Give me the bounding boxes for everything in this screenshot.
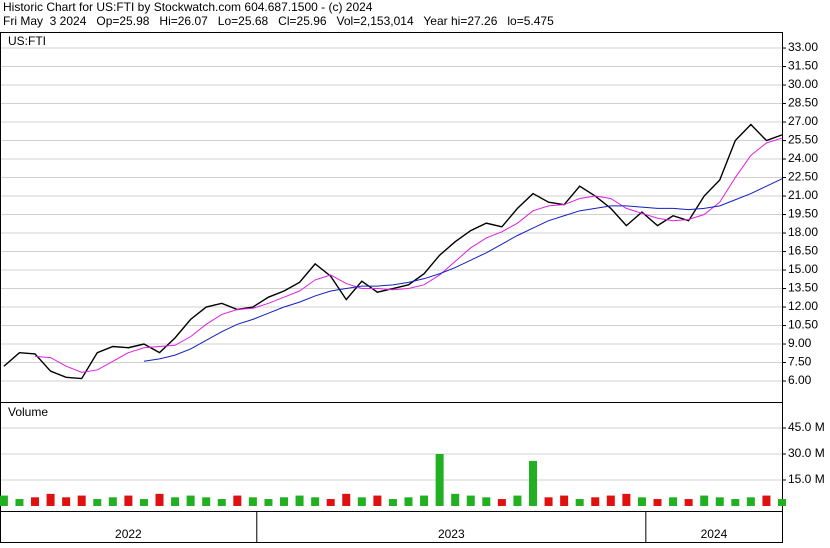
volume-bar (233, 495, 242, 506)
volume-bar (93, 499, 102, 506)
volume-bar (280, 497, 289, 506)
price-line (143, 178, 783, 362)
volume-bar (575, 499, 584, 506)
volume-bar (606, 495, 615, 506)
volume-label: Volume (8, 405, 48, 419)
y-tick-label: 9.00 (788, 336, 812, 350)
volume-bar (77, 495, 86, 506)
volume-bar (217, 499, 226, 506)
x-tick-label: 2022 (115, 527, 142, 541)
volume-bar (108, 497, 117, 506)
y-tick-label: 12.00 (788, 299, 818, 313)
volume-bar (560, 495, 569, 506)
volume-bar (653, 499, 662, 506)
volume-bar (731, 499, 740, 506)
chart-subtitle: Fri May 3 2024 Op=25.98 Hi=26.07 Lo=25.6… (3, 14, 554, 28)
volume-bar (420, 495, 429, 506)
volume-bar (15, 499, 24, 506)
volume-bar (497, 499, 506, 506)
x-tick-label: 2024 (701, 527, 728, 541)
volume-bar (746, 497, 755, 506)
volume-bar (637, 497, 646, 506)
volume-bar (202, 497, 211, 506)
volume-bar (311, 497, 320, 506)
y-tick-label: 15.00 (788, 262, 818, 276)
y-tick-label: 13.50 (788, 281, 818, 295)
y-tick-label: 30.0 M (788, 446, 825, 460)
volume-bar (544, 497, 553, 506)
symbol-label: US:FTI (8, 34, 46, 48)
volume-bar (669, 497, 678, 506)
y-tick-label: 31.50 (788, 59, 818, 73)
volume-bar (622, 493, 631, 506)
volume-bar (715, 497, 724, 506)
y-tick-label: 27.00 (788, 114, 818, 128)
y-tick-label: 19.50 (788, 207, 818, 221)
volume-bar (326, 499, 335, 506)
y-tick-label: 6.00 (788, 373, 812, 387)
y-tick-label: 16.50 (788, 244, 818, 258)
y-tick-label: 7.50 (788, 355, 812, 369)
y-tick-label: 28.50 (788, 96, 818, 110)
volume-bar (700, 495, 709, 506)
volume-bar (451, 493, 460, 506)
volume-bar (171, 497, 180, 506)
y-tick-label: 24.00 (788, 151, 818, 165)
volume-bar (0, 495, 8, 506)
volume-bar (529, 460, 538, 506)
y-tick-label: 33.00 (788, 40, 818, 54)
volume-bar (31, 497, 40, 506)
x-tick-label: 2023 (438, 527, 465, 541)
volume-bar (513, 495, 522, 506)
volume-bar (264, 499, 273, 506)
y-tick-label: 15.0 M (788, 472, 825, 486)
price-line (34, 137, 783, 373)
volume-bar (482, 497, 491, 506)
volume-bar (762, 495, 771, 506)
volume-bar (404, 497, 413, 506)
y-tick-label: 45.0 M (788, 420, 825, 434)
volume-bar (466, 495, 475, 506)
volume-bar (155, 493, 164, 506)
y-tick-label: 25.50 (788, 133, 818, 147)
volume-bar (684, 499, 693, 506)
volume-bar (62, 497, 71, 506)
volume-bar (778, 499, 786, 506)
chart-title: Historic Chart for US:FTI by Stockwatch.… (3, 0, 373, 14)
y-tick-label: 30.00 (788, 77, 818, 91)
volume-bar (248, 497, 257, 506)
volume-bar (435, 453, 444, 506)
volume-bar (186, 495, 195, 506)
volume-bar (342, 493, 351, 506)
volume-bar (139, 499, 148, 506)
volume-bar (591, 497, 600, 506)
y-tick-label: 22.50 (788, 170, 818, 184)
volume-bar (373, 495, 382, 506)
y-tick-label: 18.00 (788, 225, 818, 239)
y-tick-label: 10.50 (788, 318, 818, 332)
volume-bar (124, 495, 133, 506)
volume-bar (388, 499, 397, 506)
price-line (3, 123, 783, 380)
volume-bar (46, 493, 55, 506)
volume-bar (295, 495, 304, 506)
volume-bar (357, 497, 366, 506)
y-tick-label: 21.00 (788, 188, 818, 202)
